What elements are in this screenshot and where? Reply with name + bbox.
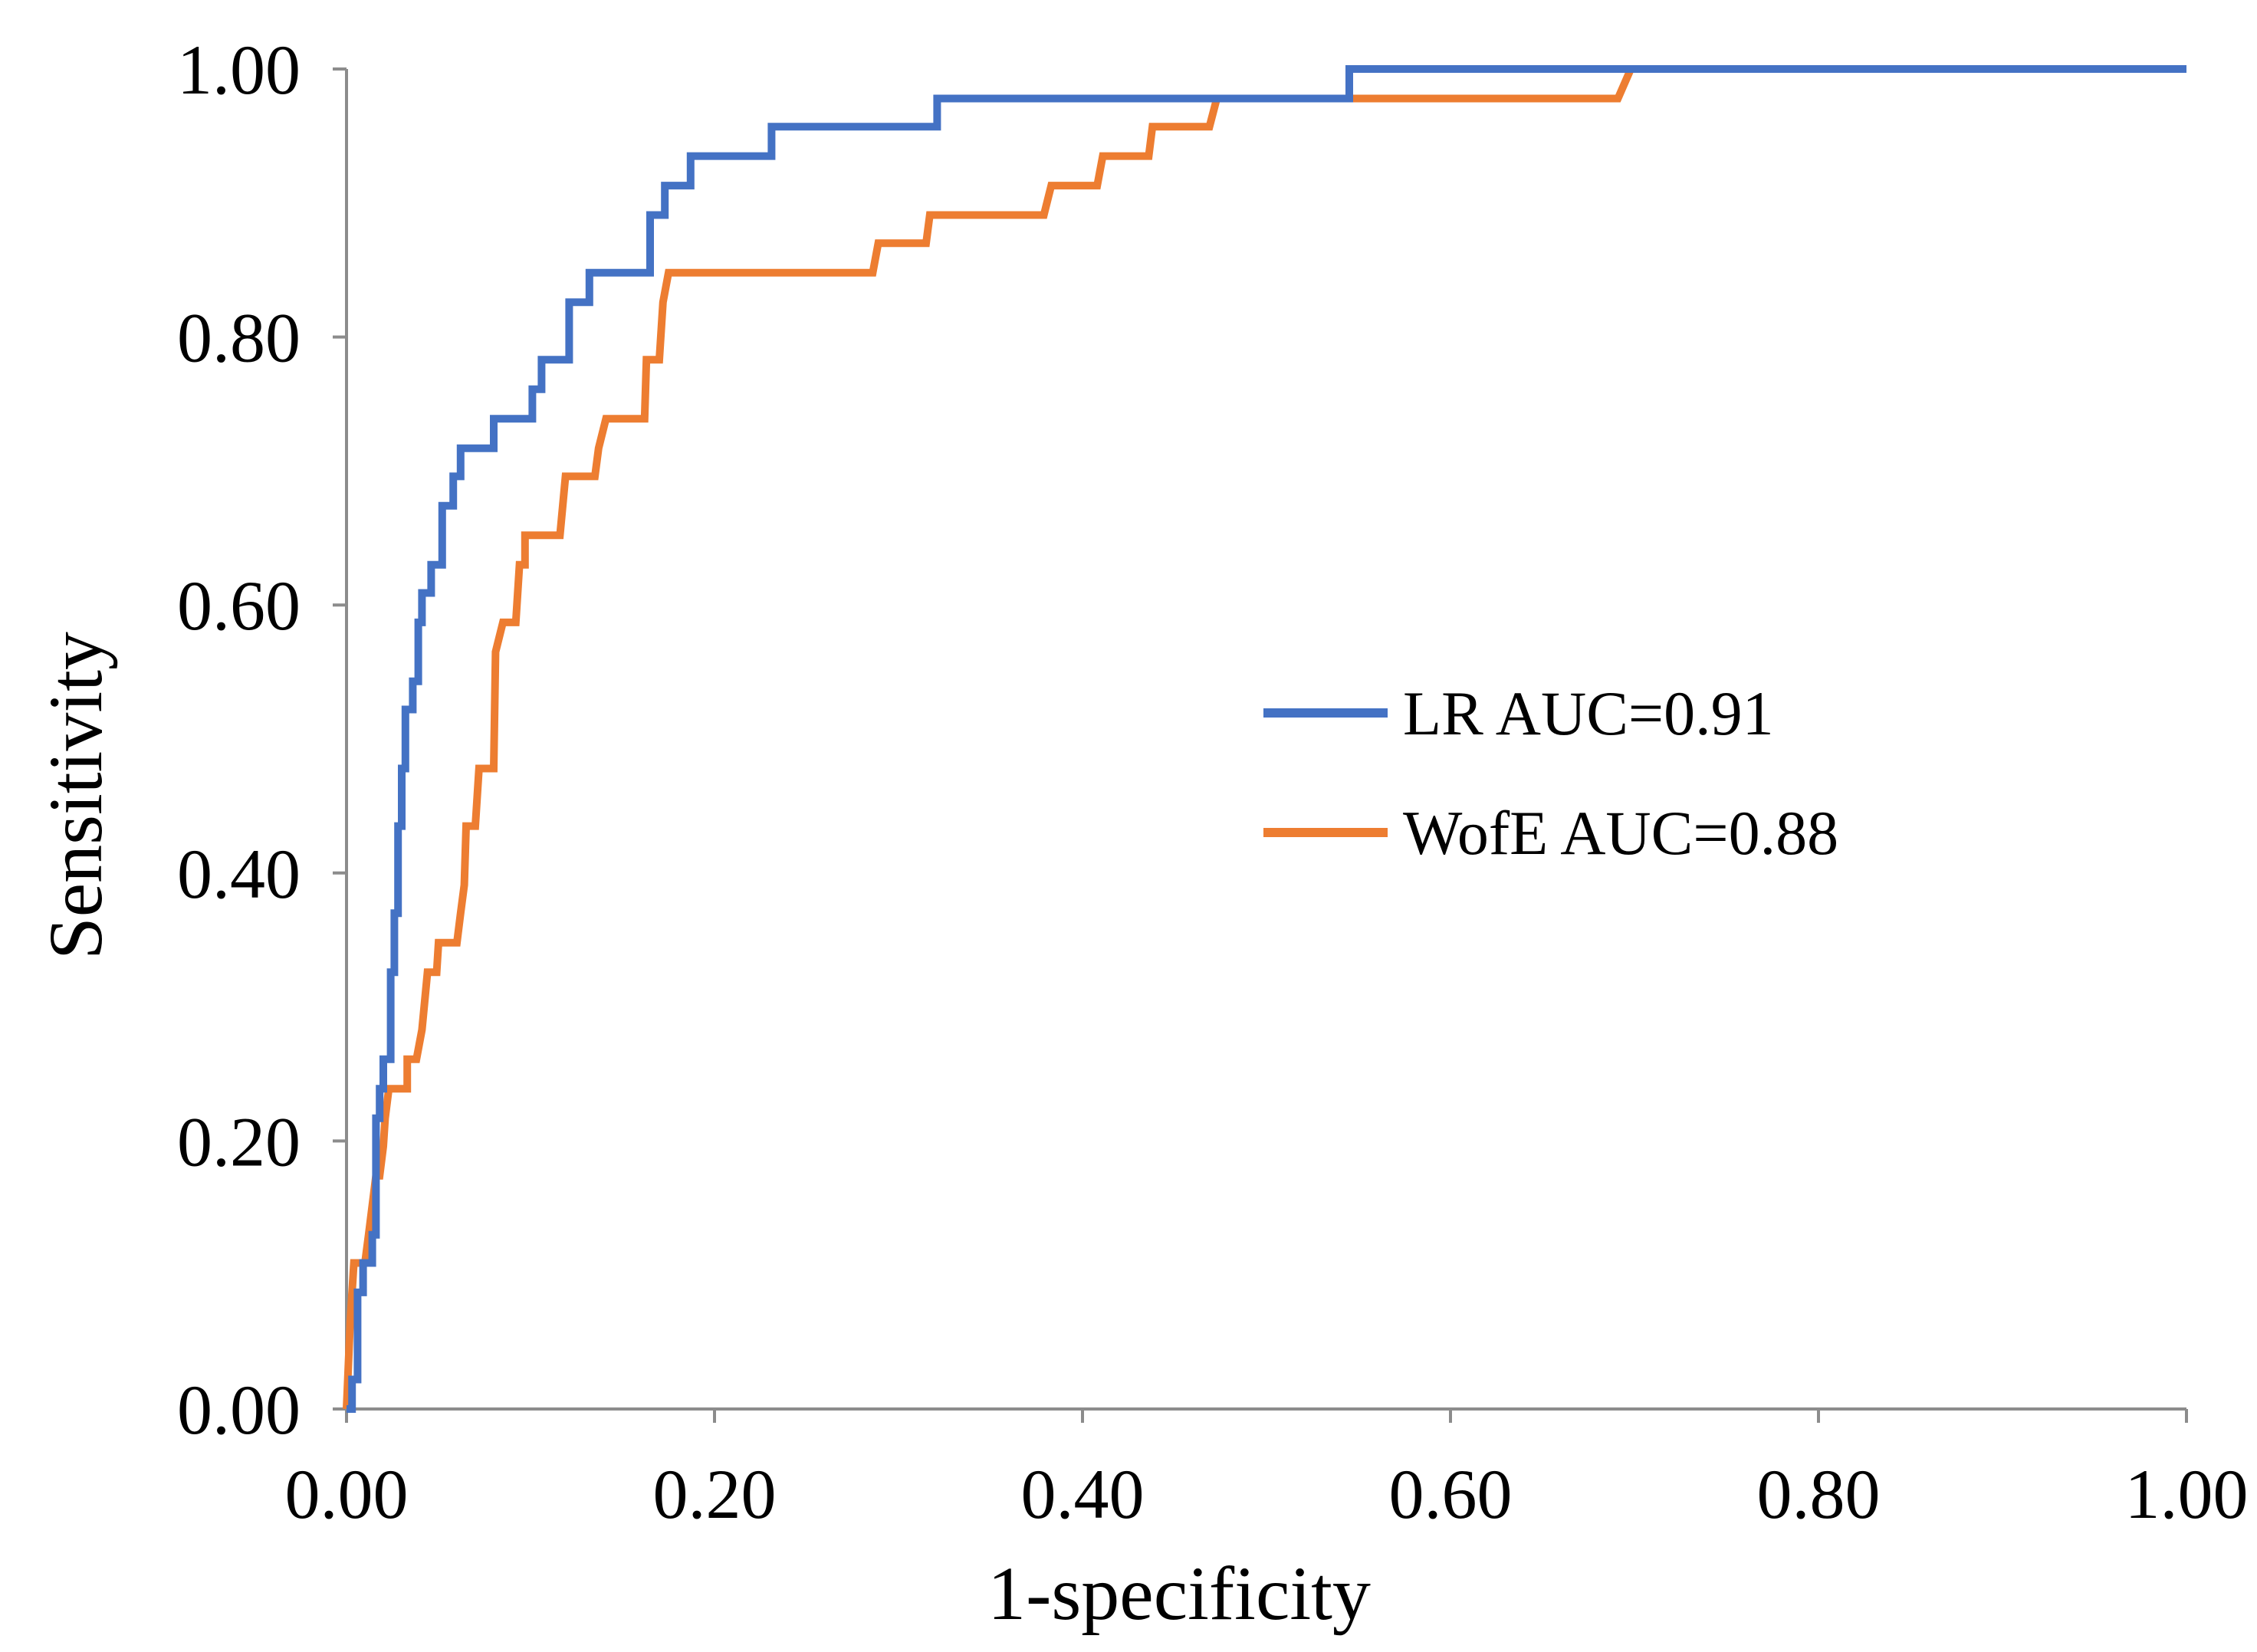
y-axis-title: Sensitivity	[33, 632, 118, 960]
y-tick-label: 0.00	[177, 1371, 301, 1449]
legend-label-lr: LR AUC=0.91	[1403, 678, 1774, 748]
x-ticks: 0.00 0.20 0.40 0.60 0.80 1.00	[285, 1409, 2249, 1533]
legend-label-wofe: WofE AUC=0.88	[1403, 798, 1838, 868]
x-tick-label: 0.80	[1757, 1455, 1881, 1533]
x-tick-label: 1.00	[2125, 1455, 2249, 1533]
y-tick-label: 0.20	[177, 1102, 301, 1181]
series-layer	[343, 65, 2186, 1413]
series-line-wofe	[343, 65, 2186, 1410]
y-tick-label: 0.40	[177, 835, 301, 913]
y-tick-label: 1.00	[177, 31, 301, 109]
x-tick-label: 0.00	[285, 1455, 409, 1533]
series-line-lr	[347, 65, 2186, 1413]
y-tick-label: 0.60	[177, 567, 301, 645]
x-tick-label: 0.40	[1021, 1455, 1145, 1533]
y-tick-label: 0.80	[177, 299, 301, 377]
x-tick-label: 0.60	[1389, 1455, 1513, 1533]
legend: LR AUC=0.91 WofE AUC=0.88	[1263, 678, 1838, 868]
x-axis-title: 1-specificity	[987, 1551, 1371, 1636]
x-tick-label: 0.20	[653, 1455, 777, 1533]
axes	[345, 69, 2186, 1411]
y-ticks: 0.00 0.20 0.40 0.60 0.80 1.00	[177, 31, 347, 1449]
